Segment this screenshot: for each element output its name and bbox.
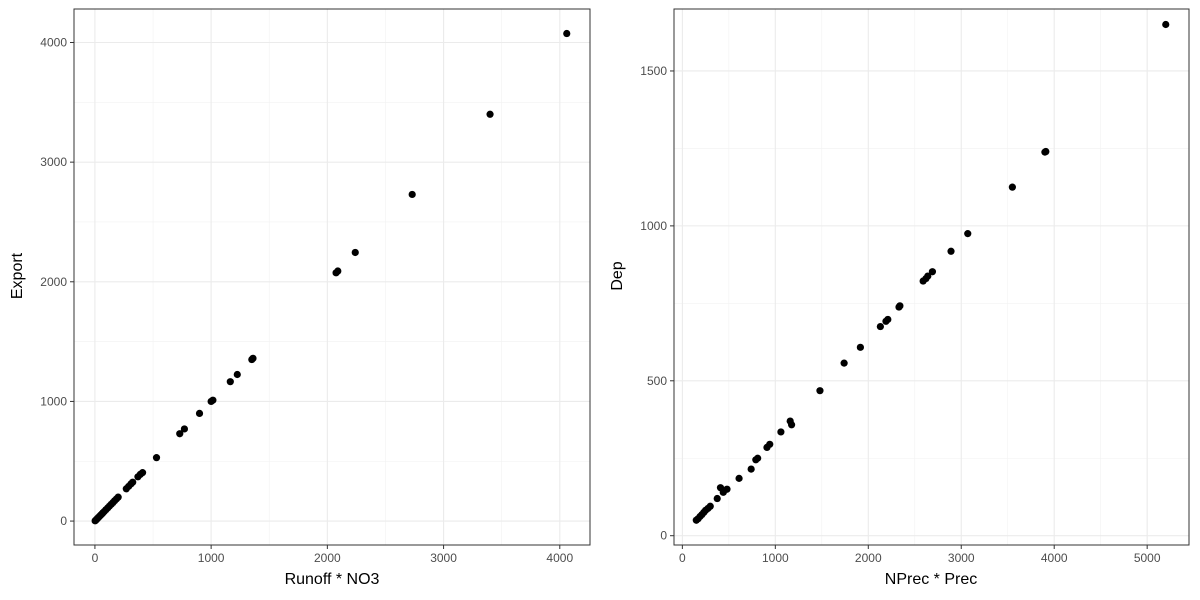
left-data-point <box>195 409 204 417</box>
right-points <box>692 20 1170 524</box>
right-x-tick-label: 1000 <box>762 551 789 565</box>
left-data-point <box>233 370 241 379</box>
right-x-tick-label: 3000 <box>948 551 975 565</box>
right-data-point <box>787 421 796 429</box>
left-y-tick-label: 1000 <box>40 394 67 408</box>
right-data-point <box>884 315 892 324</box>
left-data-point <box>351 248 359 257</box>
left-data-point <box>129 478 137 486</box>
right-y-tick-label: 1000 <box>640 219 667 233</box>
right-y-tick-label: 500 <box>647 374 667 388</box>
right-x-tick-label: 0 <box>679 551 686 565</box>
right-data-point <box>735 474 743 482</box>
right-x-tick-label: 4000 <box>1041 551 1068 565</box>
left-plot: 0 1000 2000 3000 4000 0 1000 2000 3000 4000 Runof… <box>9 8 591 588</box>
right-ticks: 0 1000 2000 3000 4000 5000 0 500 1000 1500 <box>640 64 1161 565</box>
right-data-point <box>856 343 864 351</box>
left-data-point <box>563 29 571 38</box>
left-y-tick-label: 4000 <box>40 36 67 50</box>
right-data-point <box>713 494 721 503</box>
left-ticks: 0 1000 2000 3000 4000 0 1000 2000 3000 4000 <box>40 36 573 566</box>
left-x-tick-label: 0 <box>92 551 99 565</box>
right-gridlines <box>674 9 1189 545</box>
left-points <box>91 29 571 525</box>
right-data-point <box>1042 147 1050 156</box>
right-x-axis-title: NPrec * Prec <box>885 571 977 588</box>
left-data-point <box>408 190 416 199</box>
right-x-tick-label: 2000 <box>855 551 882 565</box>
left-panel-border <box>73 8 591 546</box>
right-data-point <box>964 230 972 238</box>
right-data-point <box>723 485 731 493</box>
left-y-tick-label: 2000 <box>40 275 67 289</box>
right-y-tick-label: 0 <box>660 529 667 543</box>
left-x-tick-label: 1000 <box>198 551 225 565</box>
right-data-point <box>896 302 904 310</box>
left-y-tick-label: 3000 <box>40 155 67 169</box>
right-data-point <box>840 359 848 367</box>
left-gridlines <box>74 9 590 545</box>
right-data-point <box>928 268 937 276</box>
left-data-point <box>138 469 147 477</box>
left-x-axis-title: Runoff * NO3 <box>285 571 380 588</box>
right-x-tick-label: 5000 <box>1134 551 1161 565</box>
right-data-point <box>747 465 755 473</box>
right-data-point <box>777 428 785 436</box>
left-x-tick-label: 2000 <box>314 551 341 565</box>
right-y-tick-label: 1500 <box>640 64 667 78</box>
right-data-point <box>816 387 824 395</box>
right-data-point <box>766 440 774 448</box>
left-data-point <box>486 110 494 118</box>
right-plot: 0 1000 2000 3000 4000 5000 0 500 1000 1500 NPrec … <box>609 8 1190 588</box>
left-data-point <box>176 430 184 438</box>
left-x-tick-label: 4000 <box>546 551 573 565</box>
right-panel-border <box>673 8 1190 546</box>
right-data-point <box>924 272 932 280</box>
right-y-axis-title: Dep <box>609 261 626 290</box>
right-data-point <box>876 322 884 331</box>
left-y-axis-title: Export <box>9 252 26 299</box>
right-data-point <box>754 454 762 462</box>
right-data-point <box>706 502 714 510</box>
left-data-point <box>249 354 257 362</box>
left-data-point <box>209 396 217 404</box>
left-data-point <box>334 267 342 275</box>
left-data-point <box>226 378 234 386</box>
left-x-tick-label: 3000 <box>430 551 457 565</box>
right-data-point <box>1008 183 1016 191</box>
right-data-point <box>947 247 955 255</box>
left-data-point <box>114 493 122 501</box>
left-data-point <box>152 454 161 462</box>
left-data-point <box>180 425 189 433</box>
right-data-point <box>1162 20 1170 29</box>
left-y-tick-label: 0 <box>60 514 67 528</box>
